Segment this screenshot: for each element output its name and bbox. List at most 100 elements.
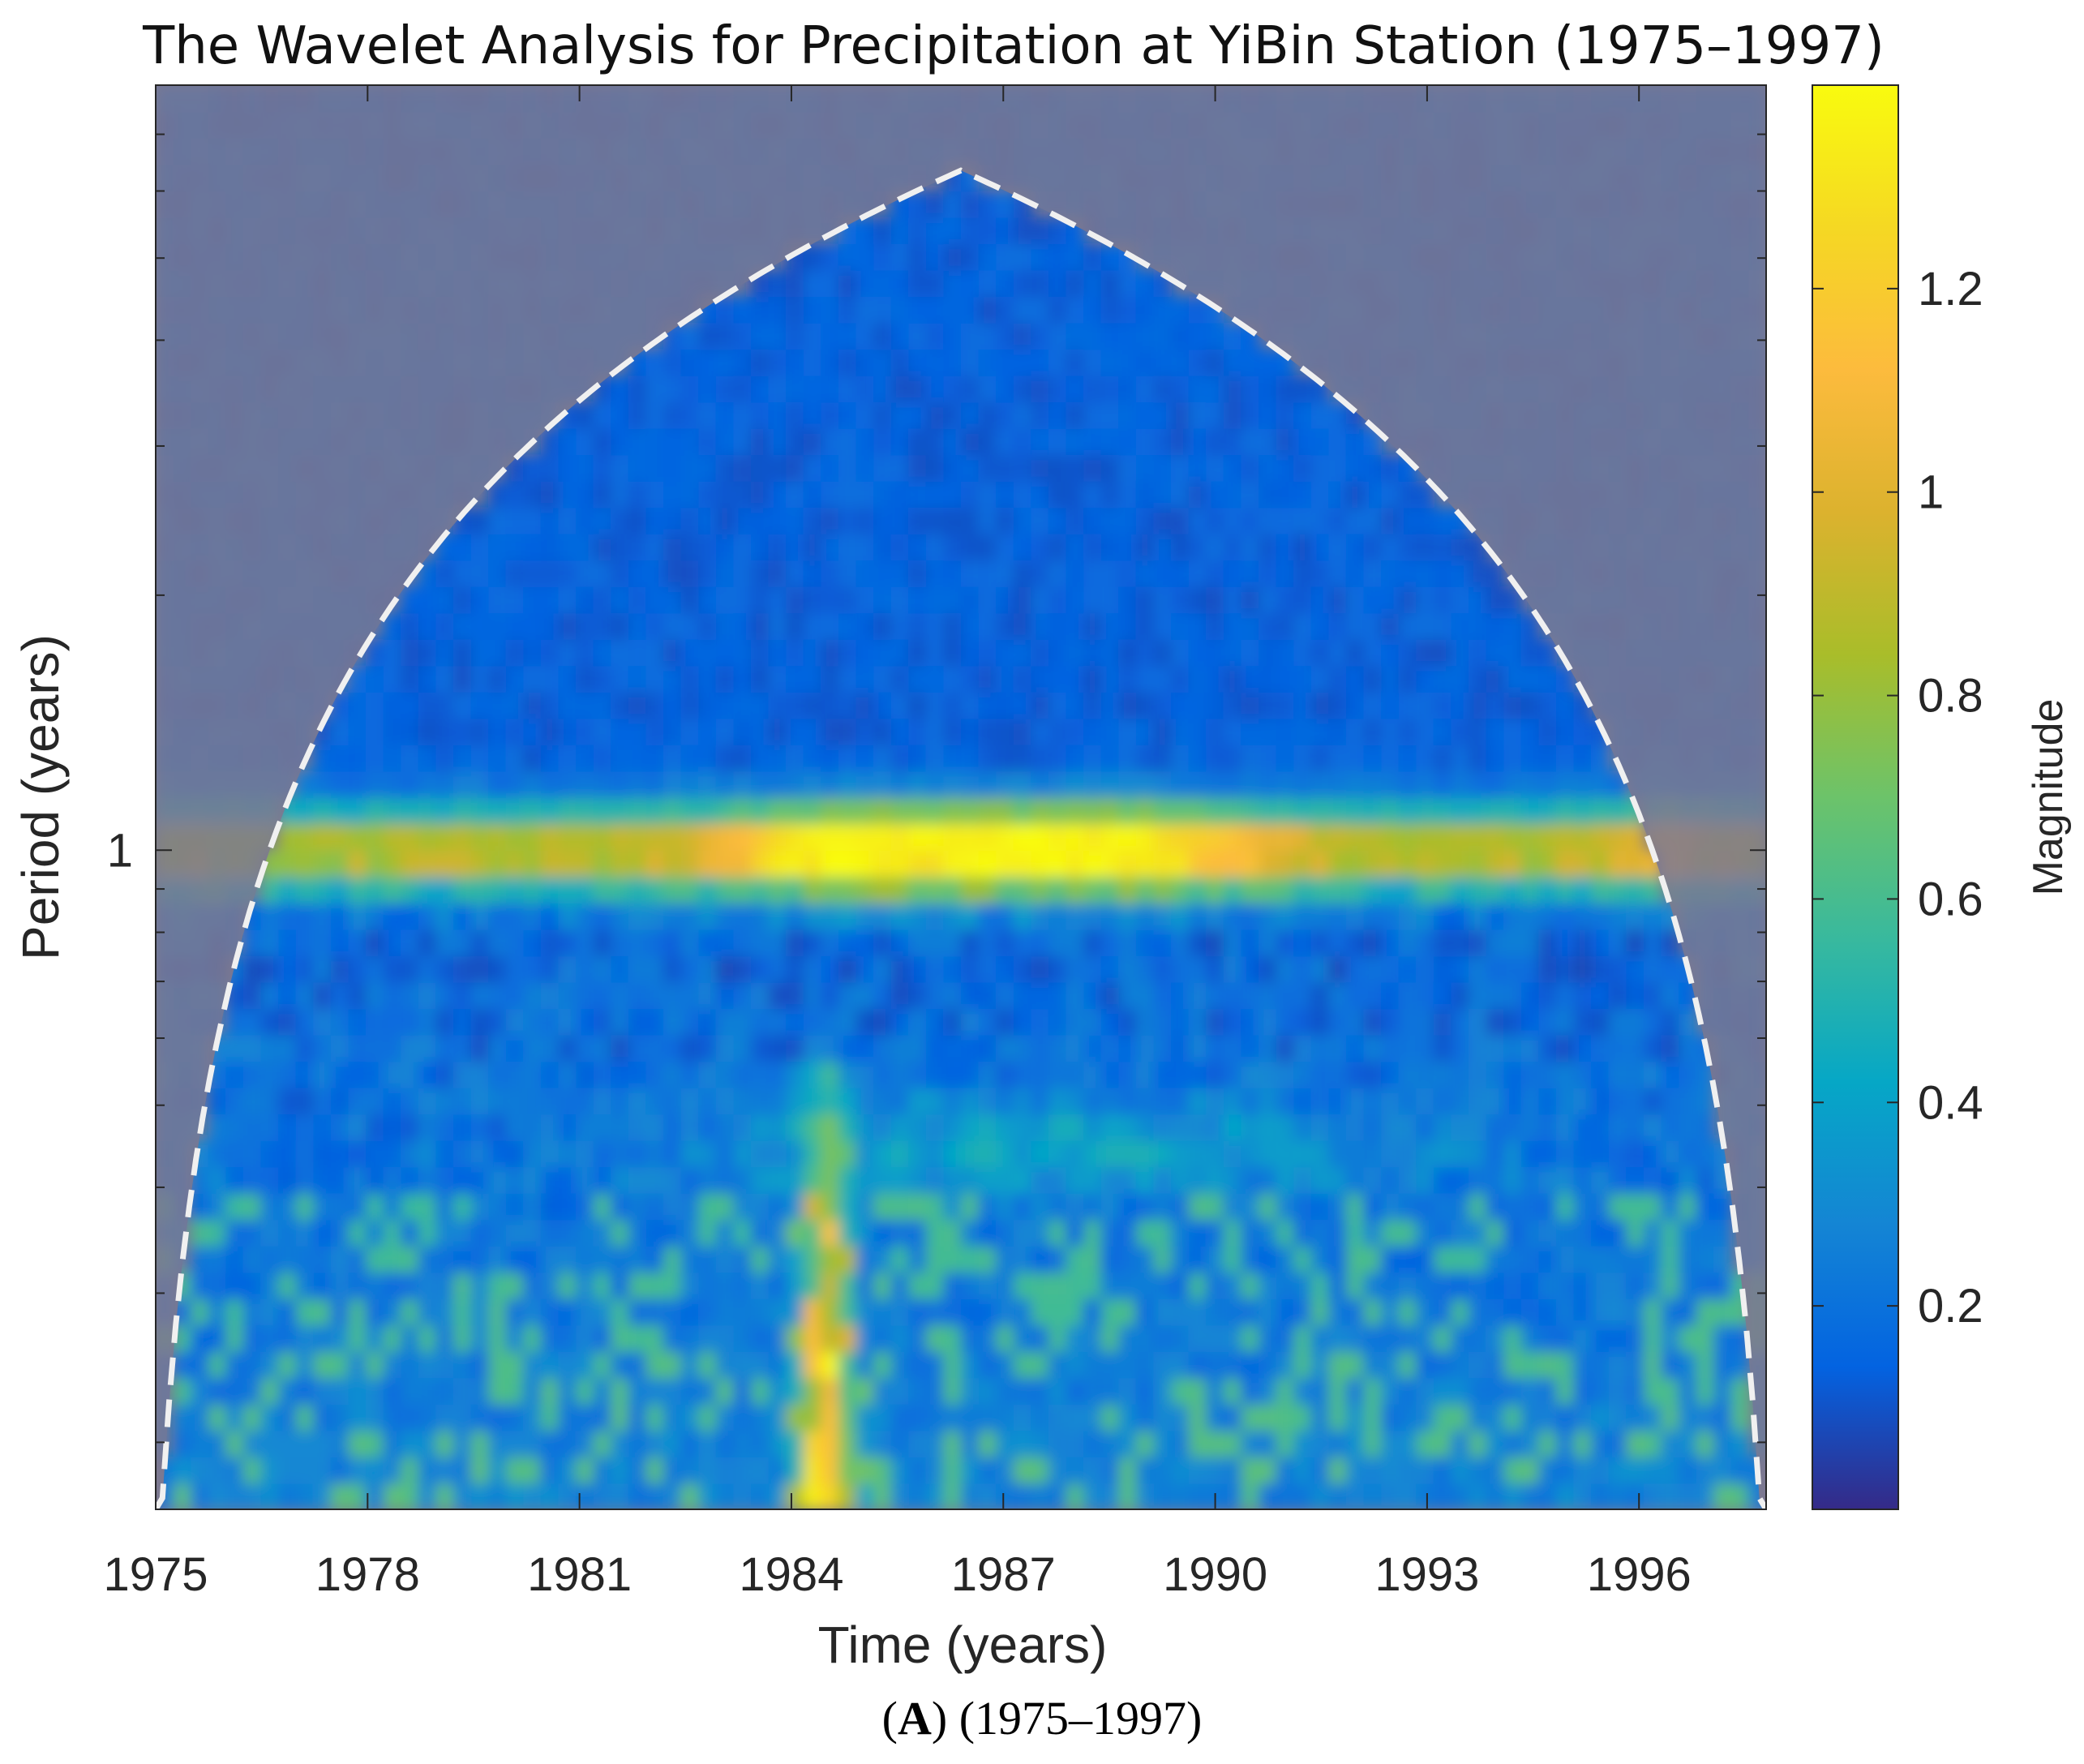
heatmap-cell — [768, 1114, 787, 1141]
heatmap-cell — [1469, 1272, 1487, 1299]
heatmap-cell — [1171, 1140, 1190, 1168]
heatmap-cell — [593, 427, 612, 456]
heatmap-cell — [680, 1403, 700, 1431]
heatmap-cell — [751, 322, 770, 350]
heatmap-cell — [1276, 1457, 1295, 1484]
heatmap-cell — [1626, 1377, 1644, 1405]
heatmap-cell — [1241, 612, 1259, 640]
heatmap-cell — [1118, 665, 1137, 693]
heatmap-cell — [366, 1166, 384, 1194]
heatmap-cell — [943, 507, 962, 534]
heatmap-cell — [488, 691, 507, 719]
heatmap-cell — [1066, 850, 1085, 878]
heatmap-cell — [786, 427, 804, 456]
heatmap-cell — [1381, 1245, 1400, 1273]
heatmap-cell — [278, 1457, 297, 1484]
heatmap-cell — [366, 718, 384, 745]
heatmap-cell — [663, 1350, 682, 1379]
heatmap-cell — [1223, 797, 1242, 825]
heatmap-cell — [1345, 586, 1365, 614]
heatmap-cell — [1188, 1245, 1207, 1273]
heatmap-cell — [1171, 981, 1190, 1010]
heatmap-cell — [1433, 638, 1452, 667]
heatmap-cell — [628, 691, 647, 719]
heatmap-cell — [925, 1140, 945, 1168]
heatmap-cell — [1345, 903, 1365, 930]
heatmap-cell — [505, 1457, 525, 1484]
heatmap-cell — [1381, 586, 1400, 614]
heatmap-cell — [1451, 1350, 1469, 1379]
heatmap-cell — [558, 1430, 577, 1457]
heatmap-cell — [1276, 533, 1295, 561]
heatmap-cell — [680, 1219, 700, 1247]
heatmap-cell — [1730, 1430, 1750, 1457]
heatmap-cell — [1416, 1166, 1434, 1194]
heatmap-cell — [470, 823, 490, 851]
heatmap-cell — [1328, 1061, 1347, 1088]
heatmap-cell — [1223, 533, 1242, 561]
heatmap-cell — [1538, 718, 1557, 745]
heatmap-cell — [523, 1166, 542, 1194]
heatmap-cell — [1713, 1272, 1732, 1299]
heatmap-cell — [505, 1403, 525, 1431]
heatmap-cell — [1696, 1087, 1715, 1115]
heatmap-cell — [1503, 1377, 1522, 1405]
heatmap-cell — [1171, 1483, 1190, 1509]
heatmap-cell — [523, 1430, 542, 1457]
heatmap-cell — [1118, 1034, 1137, 1062]
heatmap-cell — [1293, 929, 1312, 957]
heatmap-cell — [645, 718, 664, 745]
heatmap-cell — [1503, 1219, 1522, 1247]
heatmap-cell — [435, 770, 454, 798]
heatmap-cell — [1259, 955, 1277, 983]
heatmap-cell — [1381, 1061, 1400, 1088]
heatmap-cell — [1328, 745, 1347, 772]
heatmap-cell — [260, 1166, 280, 1194]
heatmap-cell — [733, 770, 752, 798]
heatmap-cell — [1259, 1061, 1277, 1088]
heatmap-cell — [751, 1008, 770, 1036]
heatmap-cell — [628, 1061, 647, 1088]
heatmap-inside-cone — [156, 170, 1766, 1509]
heatmap-cell — [1310, 533, 1330, 561]
heatmap-cell — [1591, 1087, 1610, 1115]
heatmap-cell — [1276, 1245, 1295, 1273]
heatmap-cell — [488, 823, 507, 851]
heatmap-cell — [1188, 1377, 1207, 1405]
heatmap-cell — [768, 612, 787, 640]
heatmap-cell — [611, 1140, 629, 1168]
heatmap-cell — [418, 903, 437, 930]
heatmap-cell — [1310, 876, 1330, 904]
heatmap-cell — [715, 691, 735, 719]
heatmap-cell — [1118, 612, 1137, 640]
heatmap-cell — [1223, 480, 1242, 509]
heatmap-cell — [1469, 1140, 1487, 1168]
heatmap-cell — [1556, 1008, 1575, 1036]
heatmap-cell — [505, 1350, 525, 1379]
heatmap-cell — [698, 1457, 717, 1484]
heatmap-cell — [908, 929, 927, 957]
heatmap-cell — [698, 1219, 717, 1247]
heatmap-cell — [593, 665, 612, 693]
heatmap-cell — [1171, 691, 1190, 719]
heatmap-cell — [278, 1192, 297, 1221]
heatmap-cell — [1345, 770, 1365, 798]
heatmap-cell — [558, 718, 577, 745]
heatmap-cell — [523, 981, 542, 1010]
heatmap-cell — [330, 955, 349, 983]
heatmap-cell — [242, 1166, 262, 1194]
heatmap-cell — [523, 797, 542, 825]
heatmap-cell — [1328, 1350, 1347, 1379]
heatmap-cell — [768, 269, 787, 298]
heatmap-cell — [1433, 1087, 1452, 1115]
heatmap-cell — [803, 903, 822, 930]
heatmap-cell — [1469, 1298, 1487, 1326]
heatmap-cell — [1031, 1272, 1049, 1299]
heatmap-cell — [611, 745, 629, 772]
heatmap-cell — [1083, 480, 1102, 509]
heatmap-cell — [278, 1324, 297, 1352]
heatmap-cell — [1556, 1430, 1575, 1457]
heatmap-cell — [366, 1140, 384, 1168]
heatmap-cell — [1188, 1219, 1207, 1247]
heatmap-cell — [1573, 1457, 1593, 1484]
